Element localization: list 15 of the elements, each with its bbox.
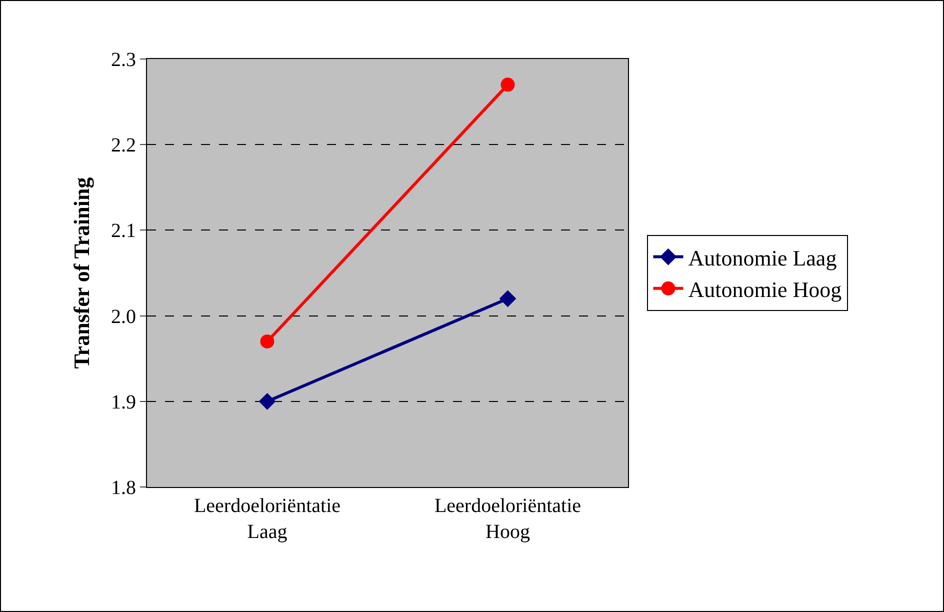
y-axis-title: Transfer of Training	[68, 177, 94, 369]
y-tick-label: 2.3	[111, 49, 136, 71]
y-tick-label: 2.1	[111, 220, 136, 242]
point	[499, 290, 516, 308]
point	[500, 78, 515, 92]
y-tick-label: 1.8	[111, 477, 136, 499]
y-tick-label: 2.2	[111, 134, 136, 157]
point	[258, 392, 276, 410]
x-tick-label: Leerdoeloriëntatie Hoog	[434, 495, 582, 543]
y-tick-label: 2.0	[111, 306, 136, 328]
legend-label: Autonomie Laag	[688, 245, 837, 270]
x-tick-label: Leerdoeloriëntatie Laag	[194, 495, 341, 543]
legend-label: Autonomie Hoog	[688, 276, 842, 302]
y-tick-label: 1.9	[111, 391, 136, 414]
point	[260, 334, 274, 348]
